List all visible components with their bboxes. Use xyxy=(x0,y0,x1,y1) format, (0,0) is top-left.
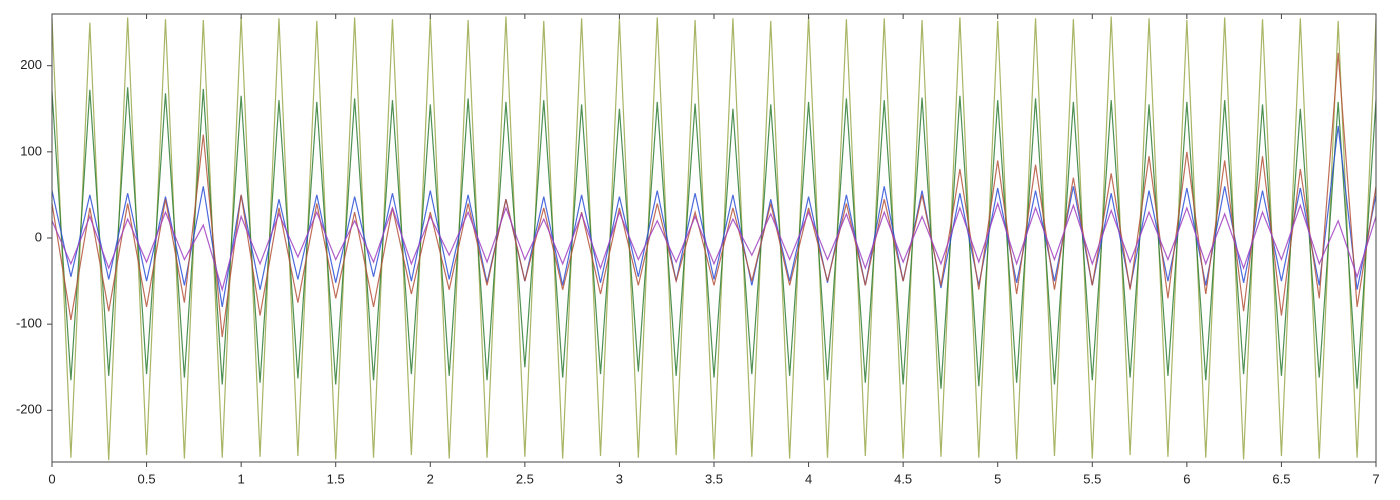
x-tick-label: 3.5 xyxy=(705,471,723,486)
signal-trace xyxy=(51,201,1377,292)
plot-area xyxy=(52,14,1376,462)
y-tick-label: -100 xyxy=(16,316,42,331)
x-tick-label: 1 xyxy=(238,471,245,486)
x-tick-label: 7 xyxy=(1372,471,1379,486)
y-tick-label: 100 xyxy=(20,143,42,158)
y-tick-label: 0 xyxy=(35,229,42,244)
x-tick-label: 0 xyxy=(48,471,55,486)
signal-trace xyxy=(51,52,1377,338)
x-tick-label: 6 xyxy=(1183,471,1190,486)
x-tick-label: 0.5 xyxy=(138,471,156,486)
x-tick-label: 3 xyxy=(616,471,623,486)
signal-trace xyxy=(51,87,1377,389)
y-tick-label: 200 xyxy=(20,57,42,72)
y-tick-label: -200 xyxy=(16,402,42,417)
x-tick-label: 5 xyxy=(994,471,1001,486)
x-tick-label: 4 xyxy=(805,471,812,486)
x-tick-label: 5.5 xyxy=(1083,471,1101,486)
x-tick-label: 6.5 xyxy=(1272,471,1290,486)
x-tick-label: 2 xyxy=(427,471,434,486)
x-tick-label: 1.5 xyxy=(327,471,345,486)
x-tick-label: 4.5 xyxy=(894,471,912,486)
x-tick-label: 2.5 xyxy=(516,471,534,486)
signal-trace xyxy=(51,16,1377,461)
